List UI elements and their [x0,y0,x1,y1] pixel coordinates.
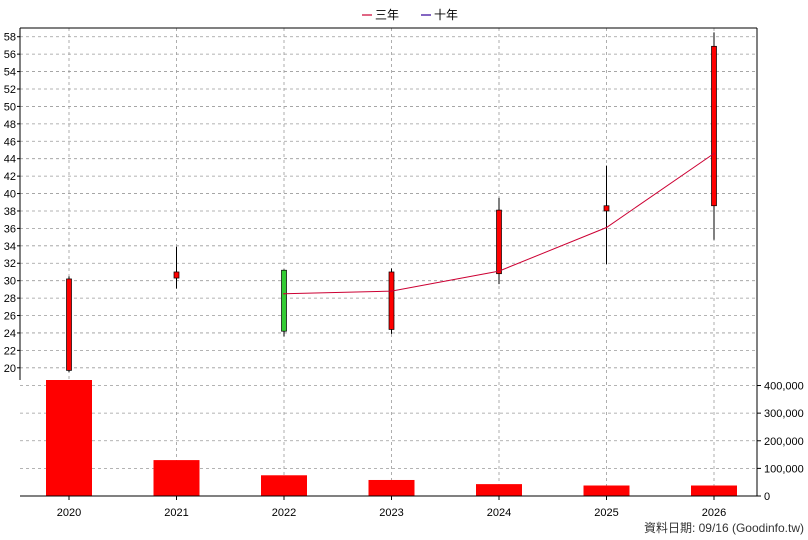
three-year-point-4 [713,152,715,155]
volume-bar-1 [153,460,200,496]
x-tick-label-4: 2024 [487,507,511,519]
volume-tick-label-4: 400,000 [764,381,804,393]
volume-bar-5 [583,485,630,496]
price-tick-label-1: 22 [4,345,16,357]
candle-body-3 [388,271,395,330]
three-year-point-0 [283,292,285,295]
three-year-point-2 [498,270,500,272]
x-tick-label-2: 2022 [272,507,296,519]
three-year-line [283,152,715,295]
price-tick-label-10: 40 [4,189,16,201]
x-tick-label-3: 2023 [379,507,403,519]
candle-body-1 [173,271,180,279]
price-tick-label-0: 20 [4,363,16,375]
price-tick-label-6: 32 [4,258,16,270]
price-tick-label-5: 30 [4,276,16,288]
price-tick-label-4: 28 [4,293,16,305]
volume-bar-2 [261,475,307,496]
price-tick-label-9: 38 [4,206,16,218]
volume-bars [46,380,737,496]
x-tick-label-0: 2020 [57,507,81,519]
legend-label-1: 十年 [434,8,458,22]
candle-body-2 [281,269,287,332]
candle-body-5 [603,205,610,212]
price-tick-label-3: 26 [4,311,16,323]
candle-body-4 [496,209,502,275]
candle-body-0 [66,278,72,371]
candles [66,32,717,373]
volume-bar-4 [476,484,522,496]
three-year-point-3 [605,226,608,229]
price-tick-label-2: 24 [4,328,16,340]
price-tick-label-11: 42 [4,171,16,183]
three-year-point-1 [390,290,393,292]
price-tick-label-8: 36 [4,223,16,235]
x-tick-label-5: 2025 [594,507,618,519]
price-tick-label-13: 46 [4,136,16,148]
x-tick-label-1: 2021 [164,507,188,519]
footer-date: 資料日期: 09/16 (Goodinfo.tw) [644,521,804,535]
candle-body-6 [711,45,717,207]
price-tick-label-7: 34 [4,241,16,253]
volume-axis: 0 100,000 200,000 300,000 400,000 [757,381,804,503]
volume-tick-label-0: 0 [764,491,770,503]
x-tick-label-6: 2026 [702,507,726,519]
plot-frame [19,27,758,497]
volume-bar-6 [691,485,737,496]
volume-tick-label-3: 300,000 [764,408,804,420]
volume-tick-label-2: 200,000 [764,436,804,448]
price-axis: 20 22 24 26 28 30 32 34 36 38 40 42 44 46 48 50 52 54 56 58 [4,32,20,375]
price-tick-label-18: 56 [4,49,16,61]
price-tick-label-12: 44 [4,154,16,166]
price-tick-label-14: 48 [4,119,16,131]
legend: 三年 十年 [362,8,458,22]
legend-label-0: 三年 [375,8,399,22]
volume-bar-0 [46,380,92,496]
volume-bar-3 [368,479,415,496]
price-tick-label-17: 54 [4,67,16,79]
price-tick-label-16: 52 [4,84,16,96]
x-axis: 2020 2021 2022 2023 2024 2025 2026 [57,496,726,519]
price-tick-label-15: 50 [4,101,16,113]
price-tick-label-19: 58 [4,32,16,44]
volume-tick-label-1: 100,000 [764,463,804,475]
grid [20,28,757,496]
